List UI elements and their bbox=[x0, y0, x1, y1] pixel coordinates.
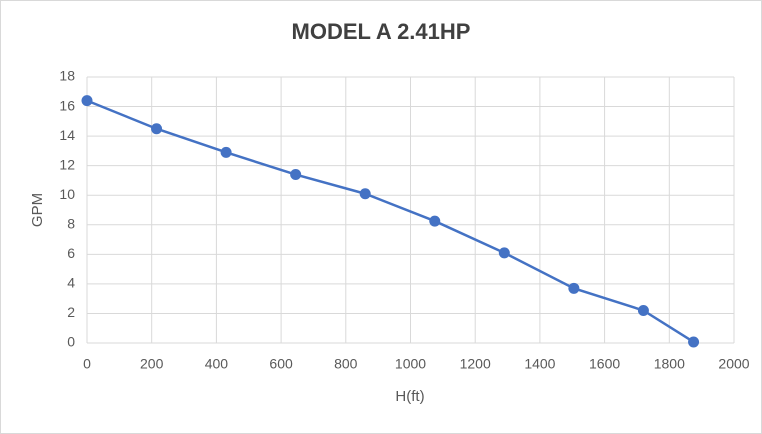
data-point bbox=[637, 304, 649, 316]
data-point bbox=[429, 215, 441, 227]
x-tick-label: 1200 bbox=[460, 356, 491, 372]
data-point bbox=[498, 247, 510, 259]
y-tick-label: 6 bbox=[67, 245, 75, 261]
data-point bbox=[220, 146, 232, 158]
y-tick-label: 14 bbox=[59, 127, 75, 143]
x-tick-label: 600 bbox=[269, 356, 293, 372]
chart-title: MODEL A 2.41HP bbox=[292, 19, 471, 44]
x-tick-label: 0 bbox=[83, 356, 91, 372]
x-axis-label: H(ft) bbox=[395, 388, 424, 405]
data-point bbox=[359, 188, 371, 200]
y-tick-label: 4 bbox=[67, 275, 75, 291]
y-tick-label: 2 bbox=[67, 304, 75, 320]
data-point bbox=[568, 282, 580, 294]
y-tick-label: 10 bbox=[59, 186, 75, 202]
y-tick-label: 8 bbox=[67, 215, 75, 231]
series-line bbox=[86, 99, 695, 344]
x-tick-label: 1600 bbox=[589, 356, 620, 372]
y-tick-label: 0 bbox=[67, 334, 75, 350]
x-tick-label: 800 bbox=[334, 356, 358, 372]
x-tick-label: 1400 bbox=[524, 356, 555, 372]
data-point bbox=[688, 336, 700, 348]
data-point bbox=[290, 169, 302, 181]
x-tick-label: 400 bbox=[205, 356, 229, 372]
y-tick-label: 16 bbox=[59, 97, 75, 113]
data-point bbox=[151, 123, 163, 135]
x-tick-label: 2000 bbox=[718, 356, 749, 372]
data-point bbox=[81, 95, 93, 107]
y-axis-label: GPM bbox=[29, 193, 46, 227]
y-tick-label: 12 bbox=[59, 156, 75, 172]
x-tick-label: 1800 bbox=[654, 356, 685, 372]
y-tick-label: 18 bbox=[59, 68, 75, 84]
x-tick-label: 1000 bbox=[395, 356, 426, 372]
x-tick-label: 200 bbox=[140, 356, 164, 372]
